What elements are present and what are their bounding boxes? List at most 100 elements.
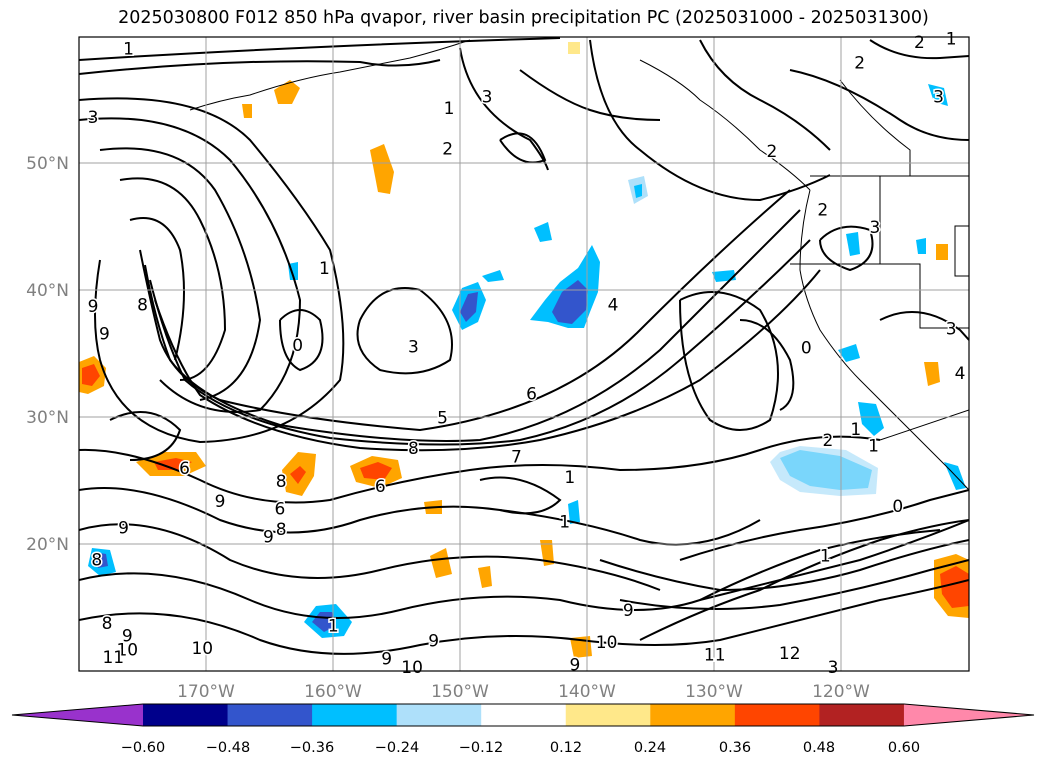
colorbar-extend-high <box>903 704 1034 726</box>
lon-tick-label: 140°W <box>558 682 616 702</box>
contour-label: 4 <box>955 364 966 384</box>
contour-label: 9 <box>263 528 274 548</box>
contour-label: 10 <box>116 640 138 660</box>
contour-label: 7 <box>511 448 522 468</box>
neg-patch-gulf-core <box>552 280 588 324</box>
colorbar-segment <box>819 704 905 726</box>
contour-line <box>79 519 969 619</box>
colorbar-tick-label: 0.12 <box>550 740 582 756</box>
contour-line <box>479 476 562 515</box>
pos-patch-w3-core <box>290 466 306 484</box>
contour-line <box>109 411 182 461</box>
contour-line <box>79 487 761 546</box>
neg-patch-hi2-core <box>94 552 108 568</box>
contour-line <box>619 559 969 610</box>
contour-line <box>79 117 302 413</box>
border-state4 <box>954 225 969 277</box>
contour-label: 3 <box>408 337 419 357</box>
pos-patch-e7 <box>242 104 252 118</box>
contour-label: 1 <box>564 468 575 488</box>
contour-label: 4 <box>608 296 619 316</box>
contour-line <box>144 209 801 442</box>
contour-label: 11 <box>102 648 124 668</box>
neg-patch-s3 <box>712 270 736 282</box>
pos-patch-e2 <box>924 362 940 386</box>
colorbar-extend-low <box>12 704 143 726</box>
contour-line <box>279 309 324 372</box>
coastlines <box>189 39 969 491</box>
contour-label: 1 <box>820 547 831 567</box>
contour-line <box>599 539 969 592</box>
colorbar-segment <box>143 704 229 726</box>
contour-line <box>639 519 969 641</box>
neg-patch-subtrop-edge <box>770 446 878 496</box>
contour-label: 6 <box>179 459 190 479</box>
contour-line <box>679 291 779 431</box>
contour-label: 1 <box>444 99 455 119</box>
contour-label: 9 <box>215 492 226 512</box>
contour-label: 1 <box>946 29 957 49</box>
colorbar-tick-label: −0.60 <box>121 740 165 756</box>
colorbar-tick-label: 0.24 <box>634 740 666 756</box>
border-state3 <box>839 79 911 176</box>
contour-label: 1 <box>123 39 134 59</box>
contour-label: 2 <box>914 33 925 53</box>
contour-label: 2 <box>766 142 777 162</box>
neg-patch-coast1 <box>858 402 884 436</box>
contour-label: 2 <box>442 140 453 160</box>
contour-line <box>79 579 969 655</box>
contour-line <box>149 239 811 446</box>
contour-label: 5 <box>437 408 448 428</box>
contour-line <box>869 39 969 60</box>
contour-label: 3 <box>482 88 493 108</box>
colorbar: −0.60 −0.48 −0.36 −0.24 −0.12 0.12 0.24 … <box>11 703 1035 756</box>
neg-patch-small3-core <box>634 184 642 198</box>
lat-tick-label: 50°N <box>26 154 69 174</box>
pos-patch-e3 <box>430 548 452 578</box>
contour-label: 9 <box>569 656 580 676</box>
contour-label: 1 <box>559 512 570 532</box>
contour-label: 1 <box>868 436 879 456</box>
graticule <box>79 37 969 671</box>
contour-line <box>79 523 661 591</box>
colorbar-labels: −0.60 −0.48 −0.36 −0.24 −0.12 0.12 0.24 … <box>121 740 920 756</box>
colorbar-segments <box>11 703 1035 727</box>
contour-label: 0 <box>892 497 903 517</box>
colorbar-segment <box>312 704 398 726</box>
contour-label: 2 <box>817 200 828 220</box>
contour-label: 9 <box>99 325 110 345</box>
contour-line <box>679 489 969 561</box>
contour-line <box>356 287 453 375</box>
contour-line <box>699 529 941 601</box>
contour-label: 2 <box>822 431 833 451</box>
pos-patch-w4-core <box>360 462 392 480</box>
lon-tick-label: 150°W <box>431 682 489 702</box>
neg-patch-small1 <box>534 222 552 242</box>
contour-label: 9 <box>88 297 99 317</box>
neg-patch-s1 <box>568 500 580 524</box>
neg-patch-s5 <box>916 238 926 254</box>
neg-patch-small2 <box>482 270 504 282</box>
contour-label: 8 <box>408 439 419 459</box>
colorbar-tick-label: −0.36 <box>290 740 334 756</box>
contour-line <box>819 225 874 272</box>
neg-patch-coast3 <box>846 232 860 256</box>
colorbar-segment <box>650 704 736 726</box>
pos-patch-e1-core <box>940 566 969 608</box>
contour-label: 3 <box>828 658 839 678</box>
pos-patch-w2-core <box>154 458 192 470</box>
contour-label: 3 <box>88 108 99 128</box>
contour-label: 9 <box>381 649 392 669</box>
contour-label: 1 <box>319 259 330 279</box>
contour-label: 10 <box>596 633 618 653</box>
lon-tick-label: 130°W <box>685 682 743 702</box>
pos-patch-e5 <box>478 566 492 588</box>
contour-line <box>139 189 791 432</box>
contour-line <box>79 435 881 504</box>
contour-label: 8 <box>276 472 287 492</box>
colorbar-tick-label: 0.36 <box>719 740 751 756</box>
contour-line <box>879 311 969 341</box>
